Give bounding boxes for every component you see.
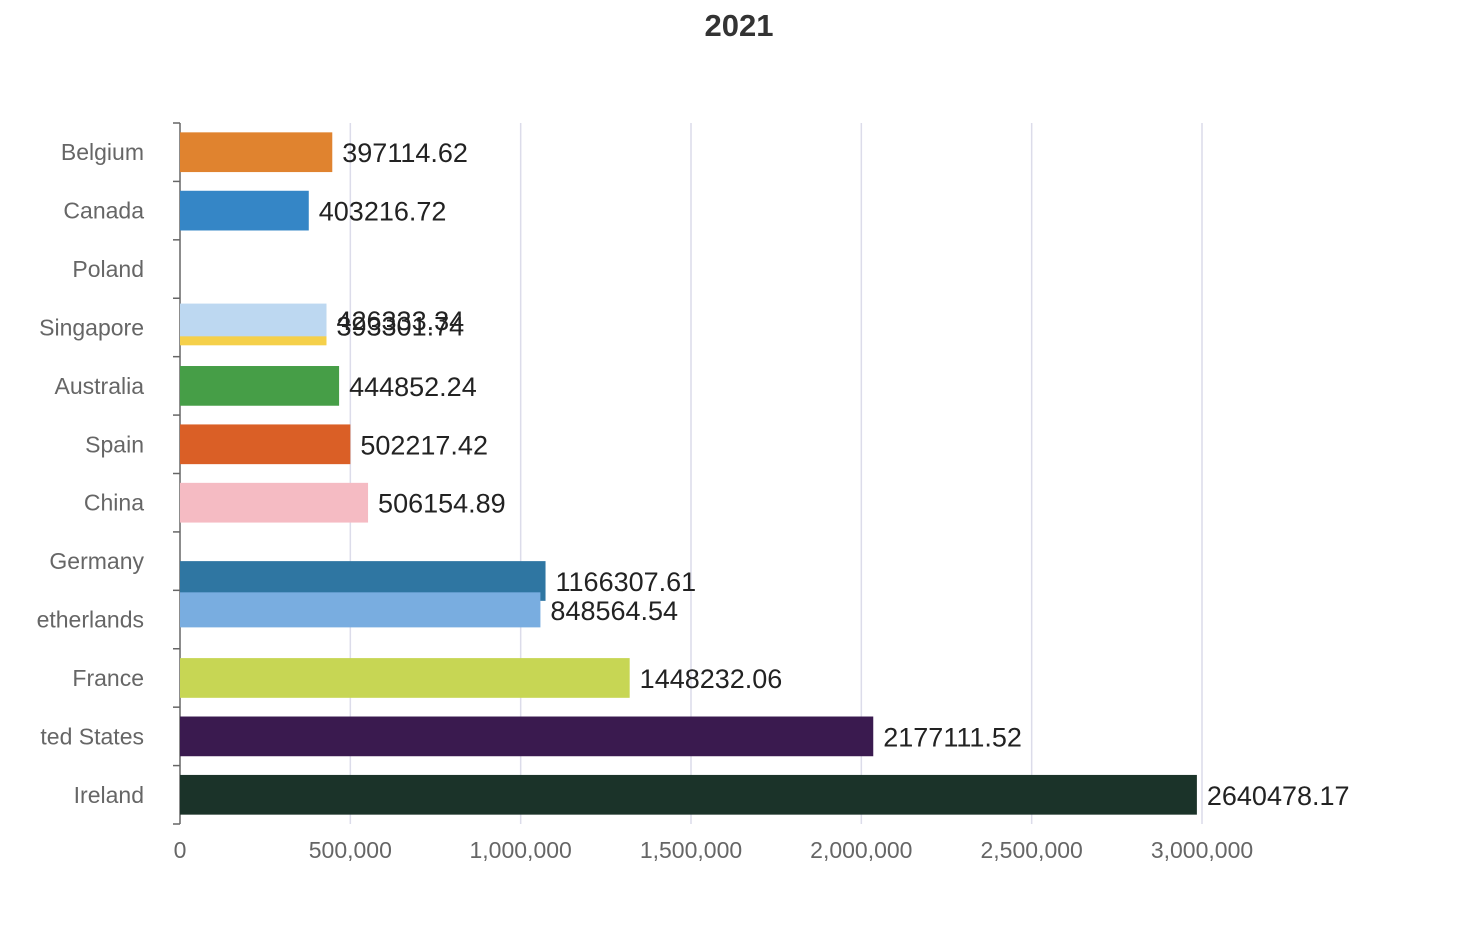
category-label: etherlands: [37, 607, 144, 633]
x-tick-label: 0: [174, 837, 187, 863]
category-label: Singapore: [39, 314, 144, 340]
category-label: ted States: [40, 723, 144, 749]
data-label: 1166307.61: [556, 567, 697, 597]
data-label: 848564.54: [550, 596, 678, 626]
category-label: Canada: [63, 198, 144, 224]
x-tick-label: 1,000,000: [470, 837, 572, 863]
data-label: 393301.74: [336, 311, 464, 341]
x-tick-label: 500,000: [309, 837, 392, 863]
data-label: 506154.89: [378, 489, 506, 519]
data-label: 2177111.52: [883, 722, 1022, 752]
bar: [180, 424, 351, 465]
gridlines: [349, 123, 1203, 824]
x-tick-label: 1,500,000: [640, 837, 742, 863]
data-label: 397114.62: [342, 138, 468, 168]
data-label: 502217.42: [360, 430, 488, 460]
category-label: Ireland: [74, 782, 144, 808]
category-label: Spain: [85, 431, 144, 457]
bar: [180, 592, 541, 628]
category-label: Australia: [55, 373, 145, 399]
data-label: 403216.72: [319, 197, 447, 227]
x-tick-label: 2,000,000: [810, 837, 912, 863]
chart-title: 2021: [704, 8, 774, 43]
bar: [180, 190, 309, 231]
bar: [180, 132, 333, 173]
data-label: 1448232.06: [640, 664, 783, 694]
bar: [180, 303, 327, 337]
category-label: France: [72, 665, 144, 691]
data-label: 2640478.17: [1207, 781, 1350, 811]
category-label: China: [84, 490, 144, 516]
bar: [180, 658, 630, 698]
category-label: Germany: [49, 548, 144, 574]
bar: [180, 482, 369, 523]
bar: [180, 366, 340, 406]
bar: [180, 774, 1197, 815]
labels: Belgium Canada Poland Singapore Australia Spa…: [37, 138, 1350, 811]
bar: [180, 716, 874, 757]
axes: 0 500,000 1,000,000 1,500,000 2,000,000 2,500…: [173, 122, 1253, 863]
data-label: 426333.34: [336, 306, 464, 336]
data-label: 444852.24: [349, 372, 477, 402]
bars: [180, 132, 1197, 815]
category-label: Belgium: [61, 139, 144, 165]
x-tick-label: 2,500,000: [981, 837, 1083, 863]
x-tick-label: 3,000,000: [1151, 837, 1253, 863]
category-label: Poland: [72, 256, 144, 282]
